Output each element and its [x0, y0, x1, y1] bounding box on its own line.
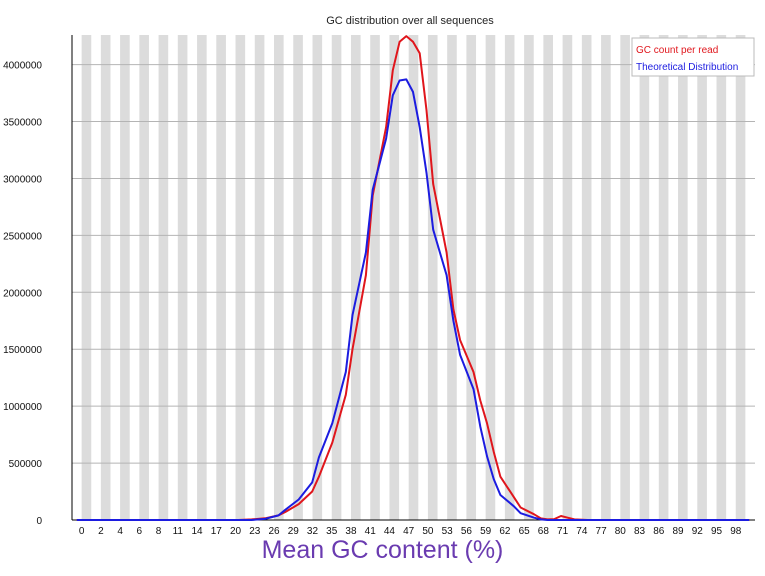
column-band	[331, 35, 342, 520]
column-band	[581, 35, 592, 520]
y-tick-labels: 0 500000 1000000 1500000 2000000 2500000 30000…	[3, 61, 42, 527]
series-line-1	[76, 78, 750, 521]
y-tick-label: 0	[36, 516, 42, 527]
x-tick-label: 47	[403, 526, 415, 537]
column-band	[601, 35, 611, 520]
x-tick-label: 11	[173, 526, 184, 537]
x-tick-label: 59	[480, 526, 492, 537]
y-tick-label: 1000000	[3, 402, 42, 413]
series-lines	[76, 35, 750, 521]
column-band	[120, 35, 130, 520]
column-band	[543, 35, 553, 520]
x-tick-label: 89	[672, 526, 684, 537]
legend-entry: Theoretical Distribution	[636, 62, 738, 73]
x-tick-label: 23	[249, 526, 261, 537]
legend: GC count per read Theoretical Distributio…	[631, 37, 755, 77]
x-tick-label: 38	[345, 526, 357, 537]
x-tick-label: 62	[499, 526, 511, 537]
legend-entry: GC count per read	[636, 45, 718, 56]
column-band	[139, 35, 149, 520]
column-band	[216, 35, 226, 520]
x-tick-label: 6	[137, 526, 143, 537]
y-tick-label: 3500000	[3, 118, 42, 129]
column-band	[562, 35, 573, 520]
column-band	[504, 35, 515, 520]
x-tick-label: 68	[538, 526, 550, 537]
column-band	[370, 35, 380, 520]
x-tick-label: 4	[117, 526, 123, 537]
column-band	[427, 35, 438, 520]
column-band	[389, 35, 400, 520]
column-band	[274, 35, 284, 520]
column-band	[81, 35, 92, 520]
y-tick-label: 4000000	[3, 61, 42, 72]
x-tick-label: 80	[615, 526, 627, 537]
column-band	[100, 35, 111, 520]
x-tick-labels: 0 2 4 6 8 11 14 17 20 23 26 29 32 35 38 41 44 47 50 53 56 59 6…	[79, 526, 742, 537]
x-tick-label: 77	[596, 526, 608, 537]
column-band	[408, 35, 419, 520]
y-tick-label: 2000000	[3, 288, 42, 299]
chart-title: GC distribution over all sequences	[326, 15, 494, 27]
column-band	[697, 35, 707, 520]
column-band	[678, 35, 688, 520]
x-tick-label: 65	[519, 526, 531, 537]
column-band	[177, 35, 188, 520]
x-tick-label: 50	[422, 526, 434, 537]
column-band	[197, 35, 207, 520]
column-band	[447, 35, 457, 520]
column-band	[235, 35, 246, 520]
column-band	[639, 35, 650, 520]
x-tick-label: 44	[384, 526, 396, 537]
x-tick-label: 53	[442, 526, 454, 537]
x-tick-label: 92	[692, 526, 704, 537]
column-band	[620, 35, 630, 520]
column-band	[158, 35, 169, 520]
column-band	[735, 35, 746, 520]
y-tick-label: 1500000	[3, 345, 42, 356]
horizontal-gridlines	[72, 64, 755, 464]
column-band	[524, 35, 534, 520]
legend-box	[631, 37, 755, 77]
column-band	[466, 35, 477, 520]
column-band	[312, 35, 323, 520]
x-tick-label: 26	[268, 526, 280, 537]
column-band	[716, 35, 727, 520]
x-tick-label: 74	[576, 526, 588, 537]
column-band	[293, 35, 303, 520]
x-tick-label: 41	[365, 526, 377, 537]
x-tick-label: 71	[557, 526, 569, 537]
x-tick-label: 14	[191, 526, 203, 537]
column-band	[254, 35, 265, 520]
alternating-column-bands	[81, 35, 746, 520]
y-tick-label: 2500000	[3, 231, 42, 242]
x-tick-label: 56	[461, 526, 473, 537]
x-tick-label: 32	[307, 526, 319, 537]
x-axis-label: Mean GC content (%)	[261, 536, 504, 564]
x-tick-label: 29	[288, 526, 300, 537]
x-tick-label: 95	[711, 526, 723, 537]
x-tick-label: 17	[211, 526, 223, 537]
column-band	[485, 35, 496, 520]
x-tick-label: 8	[156, 526, 162, 537]
column-band	[350, 35, 361, 520]
x-tick-label: 98	[730, 526, 742, 537]
y-tick-label: 3000000	[3, 174, 42, 185]
x-tick-label: 86	[653, 526, 665, 537]
column-band	[658, 35, 669, 520]
x-tick-label: 35	[326, 526, 338, 537]
x-tick-label: 0	[79, 526, 85, 537]
x-tick-label: 20	[230, 526, 242, 537]
y-tick-label: 500000	[9, 459, 43, 470]
x-tick-label: 2	[98, 526, 104, 537]
x-tick-label: 83	[634, 526, 646, 537]
